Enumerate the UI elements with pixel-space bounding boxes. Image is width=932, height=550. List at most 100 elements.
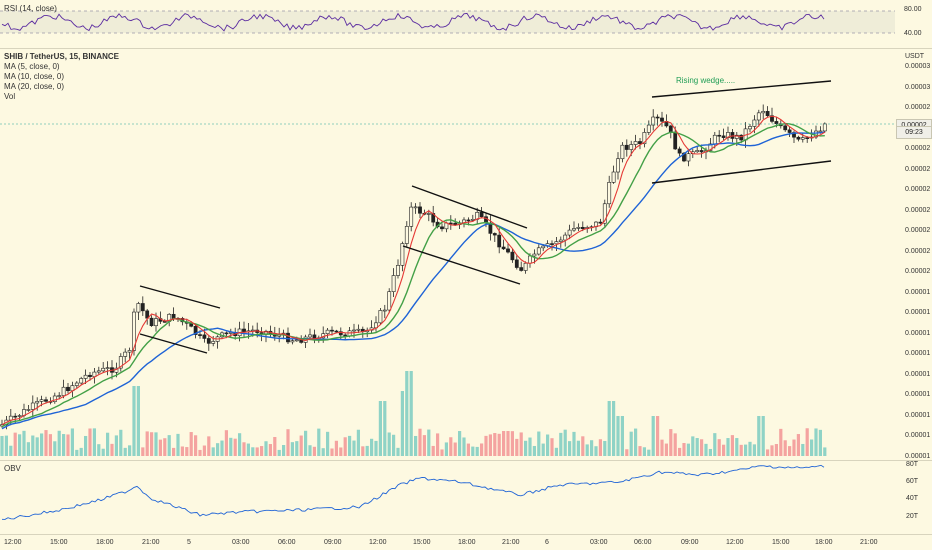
volume-bar <box>739 444 743 456</box>
candle-body <box>118 356 123 369</box>
volume-bar <box>818 429 822 456</box>
volume-bar <box>761 416 765 456</box>
candle-body <box>563 234 568 241</box>
candle-body <box>739 134 744 141</box>
candle-body <box>651 116 656 126</box>
volume-bar <box>224 430 228 456</box>
rsi-pane[interactable]: RSI (14, close) <box>0 0 895 48</box>
volume-bar <box>343 437 347 456</box>
volume-bar <box>264 441 268 456</box>
candle-body <box>211 341 216 344</box>
time-tick-label: 18:00 <box>458 539 476 546</box>
candle-body <box>536 247 541 255</box>
volume-bar <box>172 447 176 456</box>
candle-body <box>558 239 563 242</box>
candle-body <box>646 124 651 133</box>
price-axis[interactable]: 0.00003 0.00003 0.00002 0.00002 0.00002 0.000… <box>895 48 932 460</box>
candle-body <box>607 182 612 205</box>
volume-bar <box>273 436 277 456</box>
volume-bar <box>524 440 528 456</box>
candle-body <box>418 206 422 214</box>
obv-tick-60t: 60T <box>906 478 919 485</box>
candle-body <box>514 259 519 268</box>
volume-bar <box>163 438 167 456</box>
ma5-line <box>1 115 826 426</box>
volume-bar <box>202 445 206 456</box>
volume-bar <box>101 448 105 456</box>
candle-body <box>453 222 458 225</box>
ma20-line <box>1 131 825 430</box>
candle-body <box>382 309 387 312</box>
volume-bar <box>620 416 624 456</box>
volume-bar <box>370 438 374 456</box>
candle-body <box>57 395 62 397</box>
rsi-tick-80: 80.00 <box>904 6 922 13</box>
rsi-chart <box>0 10 895 34</box>
rising-wedge-annotation[interactable]: Rising wedge..... <box>676 76 736 85</box>
volume-bar <box>180 446 184 456</box>
time-tick-label: 21:00 <box>502 539 520 546</box>
time-axis[interactable]: 12:00 15:00 18:00 21:00 5 03:00 06:00 09:00 12:0… <box>0 534 932 550</box>
candle-body <box>409 206 414 227</box>
indicator-ma10-label[interactable]: MA (10, close, 0) <box>4 72 65 81</box>
volume-bar <box>568 441 572 456</box>
volume-bar <box>418 428 422 456</box>
time-tick-label: 03:00 <box>232 539 250 546</box>
volume-bar <box>629 431 633 456</box>
volume-bar <box>730 435 734 456</box>
time-tick-label: 18:00 <box>815 539 833 546</box>
volume-bar <box>559 432 563 456</box>
candle-body <box>805 137 810 139</box>
candle-body <box>765 111 770 117</box>
volume-bar <box>22 430 26 456</box>
volume-bar <box>158 439 162 456</box>
candle-body <box>26 409 31 411</box>
volume-bar <box>251 447 255 456</box>
obv-tick-20t: 20T <box>906 513 919 520</box>
trendline <box>402 245 521 285</box>
volume-bar <box>748 441 752 456</box>
volume-bar <box>462 437 466 456</box>
time-tick-label: 12:00 <box>4 539 22 546</box>
candle-body <box>17 415 22 417</box>
candle-body <box>224 332 229 335</box>
volume-bar <box>664 443 668 456</box>
candle-body <box>734 134 739 139</box>
volume-bar <box>299 435 303 456</box>
volume-bar <box>167 435 171 456</box>
price-chart <box>0 80 895 456</box>
candle-body <box>519 267 524 271</box>
candle-body <box>352 329 356 332</box>
volume-bar <box>436 433 440 456</box>
candle-body <box>787 129 792 133</box>
volume-bar <box>0 435 4 456</box>
candle-body <box>136 303 141 313</box>
volume-bar <box>339 447 343 456</box>
obv-tick-80t: 80T <box>906 461 919 468</box>
volume-bar <box>532 445 536 456</box>
symbol-title[interactable]: SHIB / TetherUS, 15, BINANCE <box>4 52 119 61</box>
time-tick-label: 21:00 <box>142 539 160 546</box>
volume-bar <box>352 440 356 456</box>
volume-bar <box>40 433 44 456</box>
volume-bar <box>651 416 655 456</box>
obv-pane[interactable]: OBV <box>0 460 895 534</box>
pane-separator[interactable] <box>0 460 932 461</box>
price-pane[interactable]: SHIB / TetherUS, 15, BINANCE MA (5, clos… <box>0 48 895 460</box>
volume-bar <box>497 433 501 456</box>
candle-body <box>492 233 497 236</box>
volume-bar <box>295 441 299 456</box>
volume-bar <box>682 443 686 456</box>
volume-bar <box>656 416 660 456</box>
indicator-ma5-label[interactable]: MA (5, close, 0) <box>4 62 60 71</box>
volume-bar <box>554 447 558 456</box>
currency-label: USDT <box>905 53 925 60</box>
candle-body <box>756 112 761 121</box>
pane-separator[interactable] <box>0 48 932 49</box>
time-tick-label: 15:00 <box>50 539 68 546</box>
indicator-ma20-label[interactable]: MA (20, close, 0) <box>4 82 65 91</box>
candle-body <box>673 131 678 150</box>
volume-bar <box>308 445 312 456</box>
indicator-vol-label[interactable]: Vol <box>4 92 16 101</box>
countdown-tag: 09:23 <box>896 126 932 139</box>
